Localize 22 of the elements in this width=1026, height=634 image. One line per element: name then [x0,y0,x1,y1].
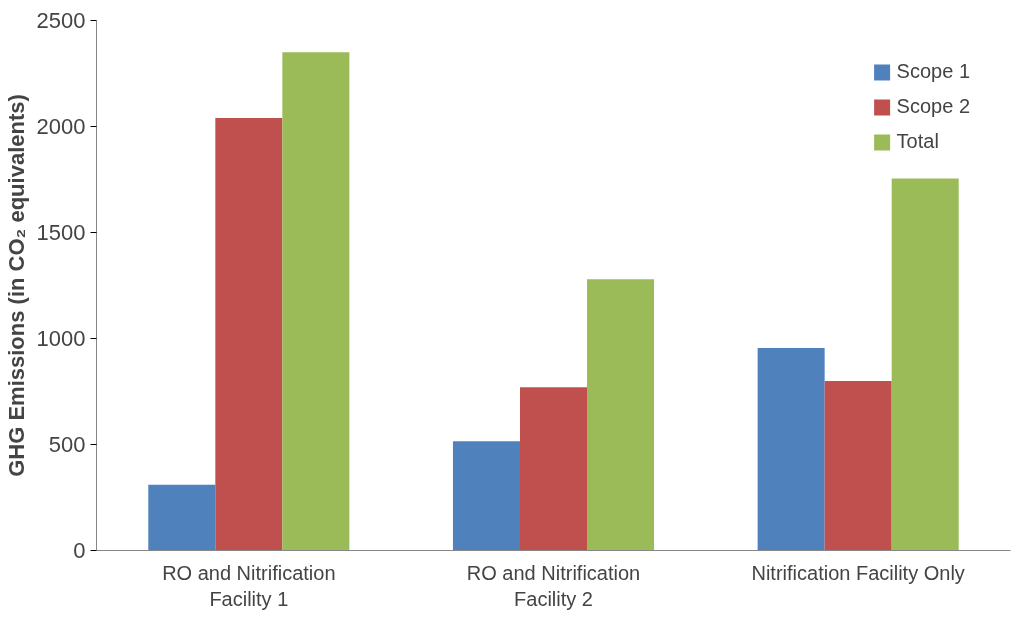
y-tick-label: 500 [48,432,86,457]
x-tick-label: Nitrification Facility Only [751,561,965,584]
legend-label: Total [896,130,939,153]
bar [757,348,825,551]
y-tick-label: 1000 [36,326,86,351]
bar [215,118,283,551]
y-tick-label: 0 [73,538,86,563]
bar [452,441,520,551]
bar [891,178,959,551]
bar [519,387,588,551]
bar [824,380,892,551]
y-axis-title: GHG Emissions (in CO₂ equivalents) [3,94,29,477]
bar [148,484,216,551]
bar [587,279,655,551]
y-tick-label: 2000 [36,114,86,139]
x-tick-label: RO and Nitrification Facility 2 [466,561,641,610]
y-tick-label: 1500 [36,220,86,245]
legend-label: Scope 2 [896,95,970,118]
y-tick-label: 2500 [36,8,86,33]
legend-label: Scope 1 [896,60,970,83]
bar [282,52,350,551]
x-tick-label: RO and Nitrification Facility 1 [162,561,336,610]
